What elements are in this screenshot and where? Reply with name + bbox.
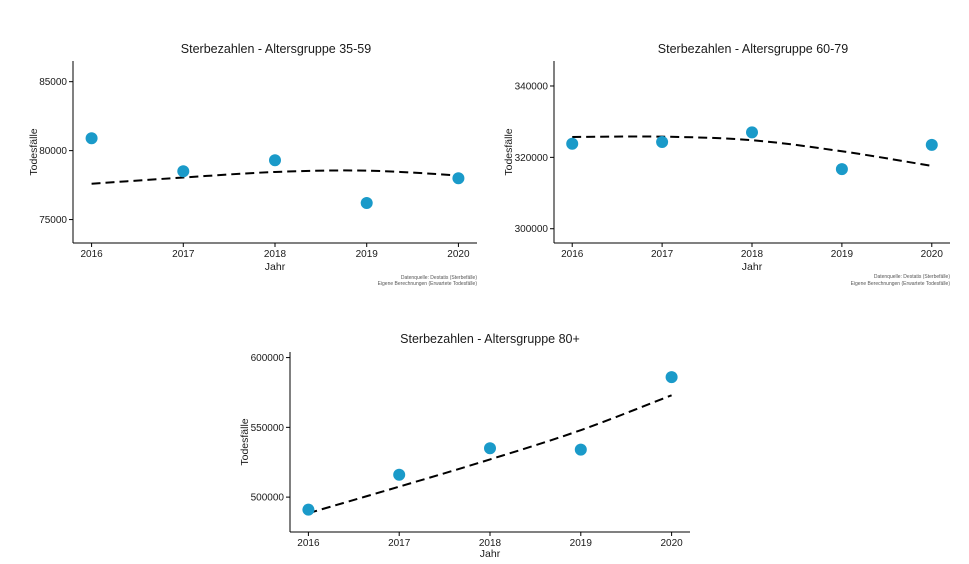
- x-tick-label: 2019: [570, 538, 593, 549]
- y-tick-label: 320000: [515, 153, 549, 164]
- x-tick-label: 2018: [479, 538, 502, 549]
- x-tick-label: 2017: [651, 249, 674, 260]
- x-tick-label: 2017: [172, 249, 195, 260]
- x-tick-label: 2020: [660, 538, 683, 549]
- y-tick-label: 80000: [39, 146, 67, 157]
- source-note: Datenquelle: Destatis (Sterbefälle): [401, 275, 477, 281]
- x-tick-label: 2017: [388, 538, 411, 549]
- chart-panel-3: Sterbezahlen - Altersgruppe 80+ 500000 550…: [239, 332, 690, 560]
- y-tick-label: 75000: [39, 215, 67, 226]
- data-point: [302, 503, 315, 516]
- x-tick-label: 2019: [831, 249, 854, 260]
- x-tick-label: 2016: [297, 538, 320, 549]
- chart-title: Sterbezahlen - Altersgruppe 80+: [400, 332, 580, 346]
- chart-panel-2: Sterbezahlen - Altersgruppe 60-79 300000 3…: [503, 42, 950, 287]
- data-point: [746, 126, 758, 139]
- x-axis-title: Jahr: [742, 261, 763, 273]
- y-tick-label: 340000: [515, 81, 549, 92]
- chart-title: Sterbezahlen - Altersgruppe 35-59: [181, 42, 371, 56]
- data-point: [835, 163, 848, 176]
- data-point: [177, 165, 190, 178]
- trend-line: [91, 169, 459, 185]
- data-point: [393, 468, 406, 481]
- x-axis-title: Jahr: [265, 261, 286, 273]
- x-tick-label: 2016: [80, 249, 103, 260]
- source-note: Eigene Berechnungen (Erwartete Todesfäll…: [851, 281, 951, 287]
- y-tick-label: 85000: [39, 77, 67, 88]
- chart-panel-1: Sterbezahlen - Altersgruppe 35-59 75000 80…: [28, 42, 477, 287]
- y-tick-label: 600000: [251, 353, 285, 364]
- x-tick-label: 2020: [921, 249, 944, 260]
- data-point: [566, 137, 579, 150]
- trend-line: [572, 135, 932, 167]
- source-note: Datenquelle: Destatis (Sterbefälle): [874, 274, 950, 280]
- y-axis-title: Todesfälle: [503, 128, 515, 175]
- data-point: [452, 172, 465, 185]
- data-point: [484, 442, 496, 455]
- trend-line: [308, 394, 672, 515]
- data-point: [656, 136, 669, 149]
- x-tick-label: 2018: [741, 249, 764, 260]
- source-note: Eigene Berechnungen (Erwartete Todesfäll…: [378, 281, 478, 287]
- data-point: [360, 197, 373, 210]
- y-tick-label: 550000: [251, 423, 285, 434]
- y-tick-label: 500000: [251, 493, 285, 504]
- chart-title: Sterbezahlen - Altersgruppe 60-79: [658, 42, 848, 56]
- y-tick-label: 300000: [515, 224, 549, 235]
- y-axis-title: Todesfälle: [28, 128, 40, 175]
- x-tick-label: 2018: [264, 249, 287, 260]
- data-point: [574, 443, 587, 456]
- data-point: [925, 138, 938, 151]
- x-tick-label: 2016: [561, 249, 584, 260]
- x-tick-label: 2019: [356, 249, 379, 260]
- data-point: [85, 132, 98, 145]
- x-axis-title: Jahr: [480, 548, 501, 560]
- y-axis-title: Todesfälle: [239, 418, 251, 465]
- data-point: [665, 371, 678, 384]
- x-tick-label: 2020: [447, 249, 470, 260]
- data-point: [269, 154, 281, 167]
